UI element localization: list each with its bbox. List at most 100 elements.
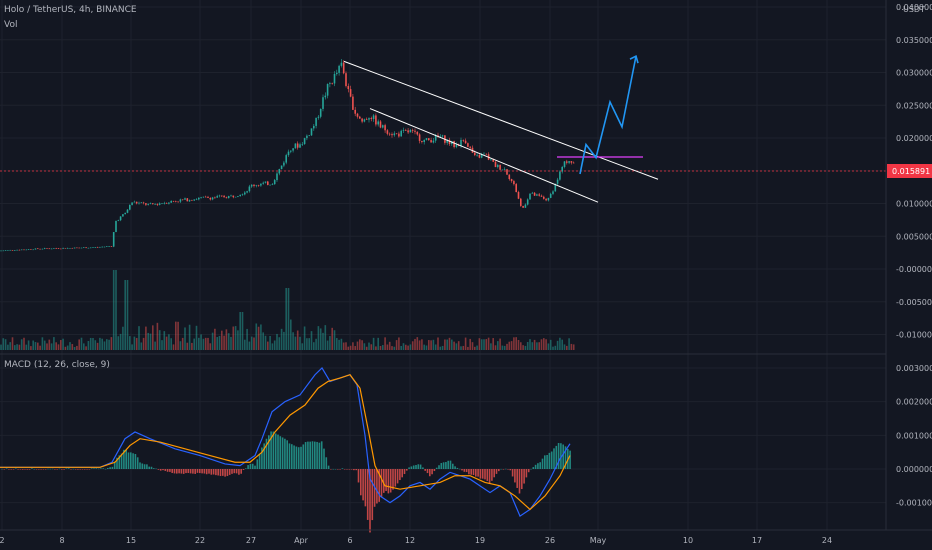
volume-bar: [428, 340, 430, 350]
histogram-bar: [392, 469, 394, 490]
symbol-title[interactable]: Holo / TetherUS, 4h, BINANCE: [4, 5, 137, 15]
volume-bar: [248, 341, 251, 350]
volume-bar: [333, 330, 336, 350]
volume-bar: [331, 327, 333, 350]
histogram-bar: [376, 469, 378, 504]
candle-body: [262, 182, 264, 184]
candle-body: [211, 197, 214, 200]
histogram-bar: [311, 441, 314, 469]
volume-bar: [46, 343, 48, 350]
candle-body: [25, 249, 28, 251]
histogram-bar: [481, 469, 484, 479]
candle-body: [494, 161, 497, 168]
volume-bar: [188, 324, 191, 350]
histogram-bar: [546, 454, 548, 469]
volume-bar: [543, 338, 545, 350]
histogram-bar: [153, 468, 155, 469]
volume-bar: [271, 343, 274, 350]
volume-bar: [209, 343, 212, 350]
candle-body: [453, 141, 455, 148]
histogram-bar: [1, 468, 3, 470]
histogram-bar: [54, 469, 56, 470]
candle-body: [230, 195, 232, 197]
candle-body: [464, 140, 467, 144]
volume-bar: [246, 328, 248, 350]
candle-body: [313, 125, 315, 129]
volume-bar: [352, 342, 354, 350]
histogram-bar: [21, 469, 24, 470]
volume-bar: [375, 346, 377, 350]
histogram-bar: [270, 431, 272, 469]
histogram-bar: [102, 468, 104, 469]
histogram-bar: [516, 469, 518, 488]
histogram-bar: [123, 449, 125, 469]
volume-bar: [538, 342, 540, 350]
price-tick-label: 0.020000: [896, 134, 932, 143]
histogram-bar: [240, 469, 242, 474]
candle-body: [257, 185, 260, 186]
volume-bar: [365, 346, 368, 350]
candle-body: [117, 220, 120, 221]
candle-body: [375, 115, 377, 125]
histogram-bar: [295, 446, 298, 469]
histogram-bar: [3, 469, 6, 470]
histogram-bar: [19, 469, 22, 470]
histogram-bar: [452, 463, 454, 469]
candle-body: [248, 186, 251, 192]
histogram-bar: [511, 469, 514, 477]
histogram-bar: [357, 469, 360, 483]
volume-bar: [517, 339, 520, 350]
histogram-bar: [369, 469, 371, 533]
candle-body: [549, 193, 552, 198]
histogram-bar: [70, 469, 72, 470]
histogram-bar: [24, 469, 26, 470]
candle-body: [483, 153, 485, 155]
volume-bar: [92, 338, 94, 350]
time-axis: 2 8 15 22 27 Apr 6 12 19 26 May 10 17 24: [0, 536, 832, 545]
volume-indicator-label[interactable]: Vol: [4, 20, 18, 30]
volume-bar: [487, 337, 490, 350]
volume-bar: [119, 333, 122, 350]
histogram-bar: [424, 469, 426, 471]
volume-bar: [106, 339, 108, 350]
volume-bar: [181, 337, 184, 350]
candle-body: [531, 192, 534, 194]
histogram-bar: [272, 431, 275, 469]
volume-bar: [145, 326, 147, 350]
volume-bar: [503, 345, 506, 350]
drawings: [343, 54, 659, 203]
volume-bar: [515, 337, 517, 350]
histogram-bar: [509, 469, 512, 471]
candle-body: [78, 247, 80, 249]
candle-body: [554, 183, 557, 192]
candle-body: [27, 249, 30, 250]
histogram-bar: [104, 468, 107, 470]
candle-body: [476, 154, 478, 156]
volume-bar: [55, 342, 57, 350]
histogram-bar: [291, 444, 293, 469]
macd-indicator-label[interactable]: MACD (12, 26, close, 9): [4, 360, 110, 370]
candle-body: [241, 194, 244, 195]
histogram-bar: [247, 465, 249, 469]
macd-tick-label: 0.000000: [896, 465, 932, 474]
histogram-bar: [208, 469, 210, 474]
histogram-bar: [132, 453, 134, 469]
volume-bar: [455, 343, 458, 350]
volume-bar: [379, 345, 382, 350]
candle-body: [393, 133, 396, 136]
histogram-bar: [90, 468, 93, 469]
candle-body: [347, 86, 350, 90]
volume-bar: [161, 340, 163, 350]
volume-bar: [531, 342, 534, 350]
volume-bar: [37, 342, 39, 350]
candle-body: [310, 128, 313, 136]
volume-bar: [221, 330, 223, 350]
last-price-badge: [887, 164, 932, 178]
candle-body: [140, 202, 143, 204]
candle-body: [455, 144, 458, 148]
histogram-bar: [564, 446, 567, 469]
candle-body: [64, 247, 67, 249]
volume-bar: [2, 338, 5, 350]
volume-bar: [227, 333, 230, 350]
